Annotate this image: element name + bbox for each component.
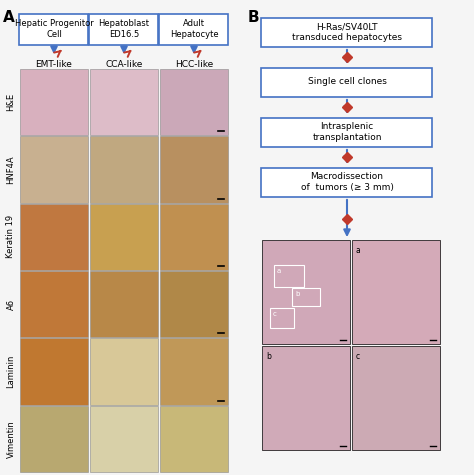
Text: Single cell clones: Single cell clones — [308, 77, 386, 86]
Text: H-Ras/SV40LT
transduced hepatocytes: H-Ras/SV40LT transduced hepatocytes — [292, 22, 402, 42]
Bar — [352, 240, 440, 344]
Text: A: A — [3, 10, 15, 25]
Text: HCC-like: HCC-like — [175, 60, 213, 69]
Bar — [160, 69, 228, 135]
Text: Adult
Hepatocyte: Adult Hepatocyte — [170, 19, 219, 38]
Bar — [90, 406, 158, 472]
Text: a: a — [356, 246, 361, 255]
Text: b: b — [266, 352, 271, 361]
FancyBboxPatch shape — [262, 168, 432, 197]
Text: EMT-like: EMT-like — [36, 60, 73, 69]
Bar — [90, 204, 158, 270]
Text: Keratin 19: Keratin 19 — [7, 215, 16, 258]
Text: Macrodissection
of  tumors (≥ 3 mm): Macrodissection of tumors (≥ 3 mm) — [301, 172, 393, 192]
Bar — [90, 271, 158, 337]
Text: Intrasplenic
transplantation: Intrasplenic transplantation — [312, 122, 382, 142]
FancyBboxPatch shape — [159, 13, 228, 45]
Bar — [160, 271, 228, 337]
Bar — [262, 346, 350, 450]
Text: c: c — [273, 311, 277, 317]
Bar — [20, 338, 88, 405]
Bar — [160, 204, 228, 270]
Text: Hepatoblast
ED16.5: Hepatoblast ED16.5 — [99, 19, 149, 38]
Text: H&E: H&E — [7, 93, 16, 111]
Bar — [20, 271, 88, 337]
Text: HNF4A: HNF4A — [7, 155, 16, 184]
Text: Laminin: Laminin — [7, 355, 16, 388]
FancyBboxPatch shape — [262, 18, 432, 47]
Text: CCA-like: CCA-like — [105, 60, 143, 69]
Text: a: a — [277, 268, 281, 274]
Bar — [262, 240, 350, 344]
Text: c: c — [356, 352, 360, 361]
Bar — [160, 338, 228, 405]
Text: Hepatic Progenitor
Cell: Hepatic Progenitor Cell — [15, 19, 93, 38]
Text: b: b — [295, 291, 300, 297]
FancyBboxPatch shape — [19, 13, 89, 45]
Bar — [90, 338, 158, 405]
Bar — [160, 136, 228, 203]
FancyBboxPatch shape — [262, 67, 432, 96]
Text: B: B — [248, 10, 260, 25]
FancyBboxPatch shape — [262, 117, 432, 146]
Bar — [270, 308, 294, 328]
Bar — [20, 406, 88, 472]
Bar — [274, 265, 304, 287]
Bar — [292, 288, 320, 306]
Bar — [20, 69, 88, 135]
FancyBboxPatch shape — [90, 13, 158, 45]
Bar — [90, 69, 158, 135]
Bar — [20, 204, 88, 270]
Bar — [160, 406, 228, 472]
Bar — [20, 136, 88, 203]
Text: Vimentin: Vimentin — [7, 420, 16, 458]
Text: A6: A6 — [7, 299, 16, 310]
Bar — [90, 136, 158, 203]
Bar — [352, 346, 440, 450]
